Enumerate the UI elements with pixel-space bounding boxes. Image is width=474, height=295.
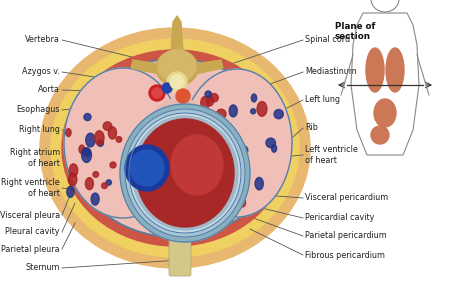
Ellipse shape bbox=[140, 98, 220, 218]
Ellipse shape bbox=[83, 149, 91, 156]
Text: Parietal pericardium: Parietal pericardium bbox=[305, 232, 387, 240]
Ellipse shape bbox=[130, 150, 164, 186]
Ellipse shape bbox=[266, 138, 275, 148]
Ellipse shape bbox=[212, 160, 218, 170]
Ellipse shape bbox=[82, 148, 91, 163]
Ellipse shape bbox=[79, 145, 85, 154]
Ellipse shape bbox=[255, 178, 264, 190]
Ellipse shape bbox=[191, 112, 200, 122]
Text: Spinal cord: Spinal cord bbox=[305, 35, 350, 45]
Ellipse shape bbox=[366, 48, 384, 92]
Text: Pericardial cavity: Pericardial cavity bbox=[305, 214, 374, 222]
Ellipse shape bbox=[207, 96, 213, 106]
Ellipse shape bbox=[170, 75, 184, 89]
Text: Esophagus: Esophagus bbox=[17, 106, 60, 114]
Ellipse shape bbox=[156, 50, 198, 86]
Ellipse shape bbox=[274, 109, 283, 119]
Ellipse shape bbox=[68, 173, 77, 186]
Ellipse shape bbox=[201, 96, 210, 109]
Polygon shape bbox=[171, 16, 183, 52]
FancyBboxPatch shape bbox=[169, 236, 191, 276]
Text: Pleural cavity: Pleural cavity bbox=[6, 227, 60, 237]
Ellipse shape bbox=[86, 133, 95, 147]
Ellipse shape bbox=[229, 151, 237, 163]
Ellipse shape bbox=[136, 119, 234, 227]
Ellipse shape bbox=[195, 164, 201, 170]
Ellipse shape bbox=[202, 185, 208, 191]
Ellipse shape bbox=[152, 88, 162, 98]
Ellipse shape bbox=[51, 39, 299, 257]
Ellipse shape bbox=[85, 178, 93, 190]
Ellipse shape bbox=[176, 89, 190, 103]
Ellipse shape bbox=[132, 116, 238, 230]
Ellipse shape bbox=[171, 135, 223, 195]
Ellipse shape bbox=[217, 109, 226, 119]
Ellipse shape bbox=[229, 105, 237, 117]
Ellipse shape bbox=[238, 146, 248, 155]
Ellipse shape bbox=[257, 101, 267, 116]
Ellipse shape bbox=[103, 122, 112, 130]
Text: Parietal pleura: Parietal pleura bbox=[1, 245, 60, 253]
Ellipse shape bbox=[64, 68, 182, 218]
Ellipse shape bbox=[251, 94, 256, 102]
Ellipse shape bbox=[125, 109, 245, 237]
Ellipse shape bbox=[251, 109, 255, 114]
Ellipse shape bbox=[40, 28, 310, 268]
Text: Right atrium
of heart: Right atrium of heart bbox=[10, 148, 60, 168]
Text: Aorta: Aorta bbox=[38, 86, 60, 94]
Ellipse shape bbox=[125, 145, 169, 191]
Text: Left ventricle
of heart: Left ventricle of heart bbox=[305, 145, 358, 165]
Text: Right lung: Right lung bbox=[19, 125, 60, 135]
Ellipse shape bbox=[232, 198, 238, 207]
Ellipse shape bbox=[129, 113, 241, 233]
Ellipse shape bbox=[101, 183, 107, 189]
Ellipse shape bbox=[93, 172, 99, 177]
Ellipse shape bbox=[149, 85, 165, 101]
Polygon shape bbox=[131, 60, 159, 74]
Ellipse shape bbox=[205, 91, 211, 97]
Ellipse shape bbox=[120, 104, 250, 242]
Ellipse shape bbox=[84, 114, 91, 121]
Ellipse shape bbox=[62, 50, 288, 246]
Ellipse shape bbox=[106, 180, 111, 185]
Ellipse shape bbox=[91, 193, 99, 205]
Ellipse shape bbox=[374, 99, 396, 127]
Text: Vertebra: Vertebra bbox=[25, 35, 60, 45]
Text: Sternum: Sternum bbox=[26, 263, 60, 273]
Text: Plane of
section: Plane of section bbox=[335, 22, 375, 41]
Text: Left lung: Left lung bbox=[305, 96, 340, 104]
Text: Mediastinum: Mediastinum bbox=[305, 68, 357, 76]
Ellipse shape bbox=[66, 129, 71, 137]
Polygon shape bbox=[195, 60, 223, 74]
Ellipse shape bbox=[97, 140, 103, 146]
Ellipse shape bbox=[158, 50, 196, 82]
Ellipse shape bbox=[69, 164, 78, 177]
Ellipse shape bbox=[210, 94, 219, 102]
Ellipse shape bbox=[371, 126, 389, 144]
Text: Right ventricle
of heart: Right ventricle of heart bbox=[1, 178, 60, 198]
Ellipse shape bbox=[162, 83, 172, 93]
Ellipse shape bbox=[110, 162, 116, 168]
Text: Visceral pericardium: Visceral pericardium bbox=[305, 194, 388, 202]
Ellipse shape bbox=[109, 127, 117, 139]
Ellipse shape bbox=[72, 60, 278, 236]
Text: Fibrous pericardium: Fibrous pericardium bbox=[305, 250, 385, 260]
Ellipse shape bbox=[116, 137, 122, 142]
Text: Azygos v.: Azygos v. bbox=[22, 68, 60, 76]
Ellipse shape bbox=[210, 187, 216, 196]
Ellipse shape bbox=[167, 72, 187, 92]
Text: Rib: Rib bbox=[305, 124, 318, 132]
Ellipse shape bbox=[196, 143, 206, 158]
Ellipse shape bbox=[240, 199, 246, 207]
Ellipse shape bbox=[272, 145, 277, 152]
Text: Visceral pleura: Visceral pleura bbox=[0, 211, 60, 219]
Ellipse shape bbox=[182, 69, 292, 217]
Ellipse shape bbox=[195, 107, 203, 119]
Ellipse shape bbox=[67, 186, 74, 197]
Ellipse shape bbox=[204, 183, 211, 190]
Ellipse shape bbox=[386, 48, 404, 92]
Ellipse shape bbox=[218, 193, 223, 201]
Ellipse shape bbox=[95, 131, 104, 145]
